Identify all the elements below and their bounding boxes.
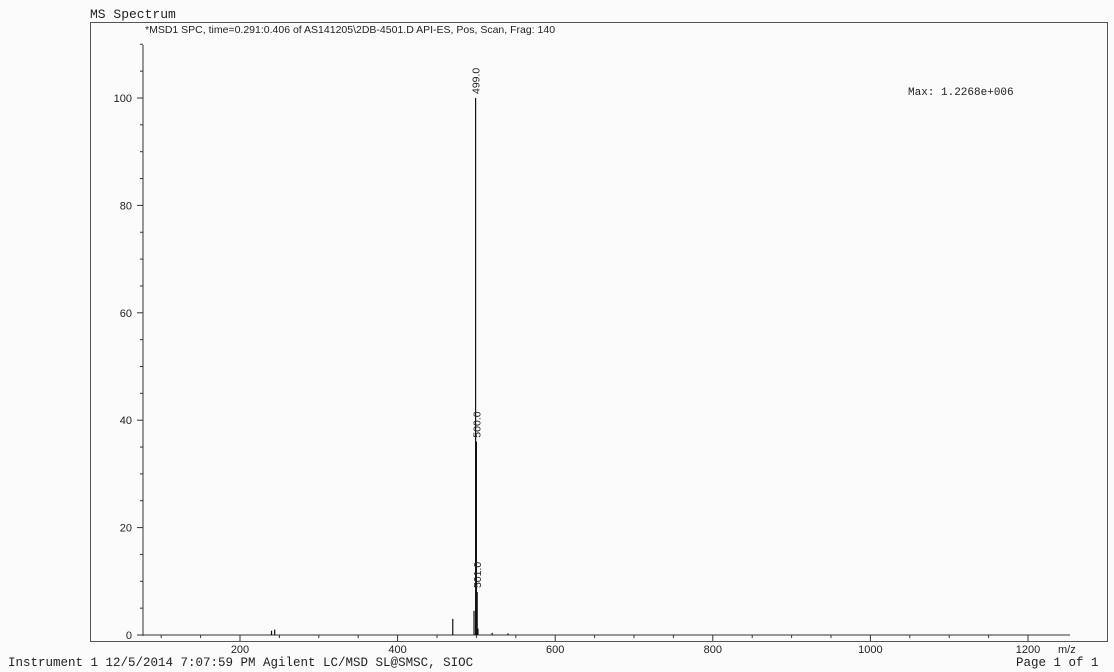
acquisition-header: *MSD1 SPC, time=0.291:0.406 of AS141205\… [145,24,556,36]
instrument-footer: Instrument 1 12/5/2014 7:07:59 PM Agilen… [8,656,474,670]
y-tick-label: 40 [120,415,132,427]
x-axis-label: m/z [1058,644,1076,656]
x-tick-label: 1200 [1016,644,1040,656]
peak-label: 501.0 [472,562,484,588]
x-tick-label: 600 [546,644,564,656]
page-title: MS Spectrum [90,7,176,22]
x-tick-label: 800 [704,644,722,656]
y-tick-label: 100 [114,93,132,105]
max-intensity-label: Max: 1.2268e+006 [908,87,1014,99]
y-tick-label: 80 [120,200,132,212]
y-tick-label: 20 [120,523,132,535]
x-tick-label: 400 [388,644,406,656]
page-number: Page 1 of 1 [1016,656,1099,670]
peak-label: 499.0 [471,68,483,94]
x-tick-label: 200 [231,644,249,656]
y-tick-label: 0 [126,630,132,642]
plot-frame [90,22,1108,642]
x-tick-label: 1000 [858,644,882,656]
peak-label: 500.0 [471,411,483,437]
y-tick-label: 60 [120,308,132,320]
